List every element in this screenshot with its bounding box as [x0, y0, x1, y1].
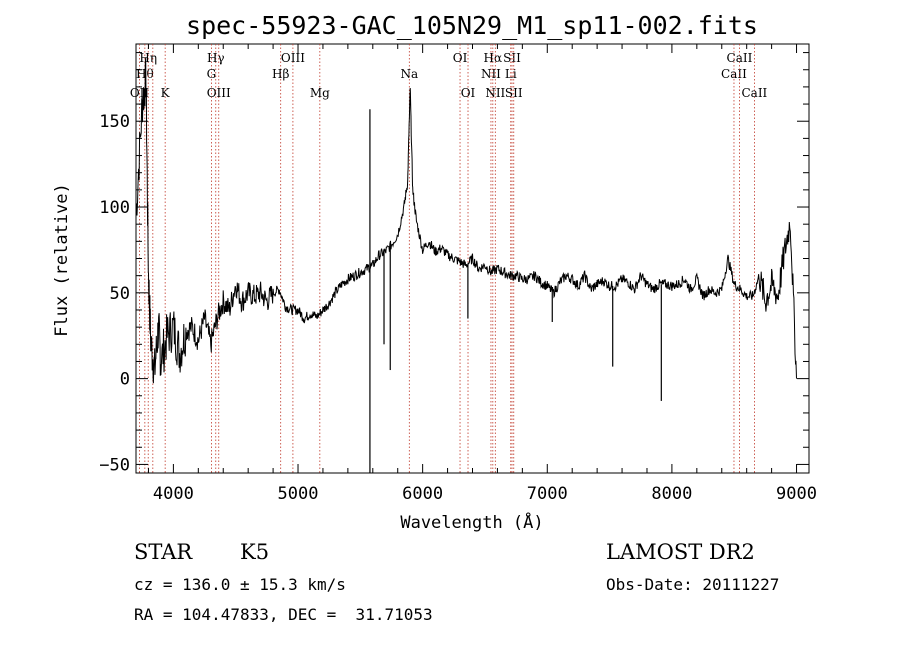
- spectral-line-label: NII: [485, 86, 505, 100]
- spectral-line-label: CaII: [741, 86, 767, 100]
- spectral-line-label: CaII: [721, 67, 747, 81]
- x-axis-label: Wavelength (Å): [400, 511, 543, 533]
- object-subclass: K5: [240, 540, 270, 564]
- chart-title: spec-55923-GAC_105N29_M1_sp11-002.fits: [186, 11, 758, 40]
- spectral-line-label: G: [207, 67, 217, 81]
- spectral-line-label: Hγ: [207, 51, 225, 65]
- spectral-line-label: OI: [453, 51, 468, 65]
- spectral-line-label: OIII: [207, 86, 231, 100]
- spectral-line-label: CaII: [727, 51, 753, 65]
- x-tick-label: 9000: [776, 484, 817, 504]
- x-tick-label: 7000: [527, 484, 568, 504]
- y-tick-label: 100: [99, 198, 130, 218]
- axis-ticks: 4000 5000 6000 7000 8000 9000 −50 0 50 100 150: [99, 44, 817, 504]
- spectral-line-label: SII: [503, 51, 521, 65]
- observation-date: Obs-Date: 20111227: [606, 575, 780, 594]
- spectral-line-markers: OIIHθHηKGHγOIIIHβOIIIMgNaOIOINIIHαNIILiS…: [130, 44, 768, 473]
- object-class: STAR: [134, 540, 193, 564]
- y-tick-label: 0: [120, 370, 130, 390]
- survey-name: LAMOST DR2: [606, 540, 755, 564]
- y-axis-label: Flux (relative): [52, 183, 72, 337]
- spectral-line-label: Hη: [139, 51, 157, 65]
- spectral-line-label: K: [161, 86, 171, 100]
- y-tick-label: −50: [99, 455, 130, 475]
- series-line: [135, 57, 797, 384]
- y-tick-label: 50: [110, 284, 130, 304]
- x-tick-label: 5000: [278, 484, 319, 504]
- redshift-cz: cz = 136.0 ± 15.3 km/s: [134, 575, 346, 594]
- spectral-line-label: OI: [461, 86, 476, 100]
- x-tick-label: 6000: [402, 484, 443, 504]
- spectral-line-label: SII: [505, 86, 523, 100]
- spectral-line-label: Mg: [310, 86, 330, 100]
- spectral-line-label: OIII: [281, 51, 305, 65]
- x-tick-label: 4000: [153, 484, 194, 504]
- spectral-line-label: Na: [400, 67, 418, 81]
- spectral-line-label: Hβ: [272, 67, 289, 81]
- spectral-line-label: Li: [505, 67, 517, 81]
- ra-dec: RA = 104.47833, DEC = 31.71053: [134, 605, 433, 624]
- spectral-line-label: Hα: [484, 51, 503, 65]
- x-tick-label: 8000: [651, 484, 692, 504]
- spectral-line-label: NII: [481, 67, 501, 81]
- y-tick-label: 150: [99, 112, 130, 132]
- series-layer: [135, 57, 797, 473]
